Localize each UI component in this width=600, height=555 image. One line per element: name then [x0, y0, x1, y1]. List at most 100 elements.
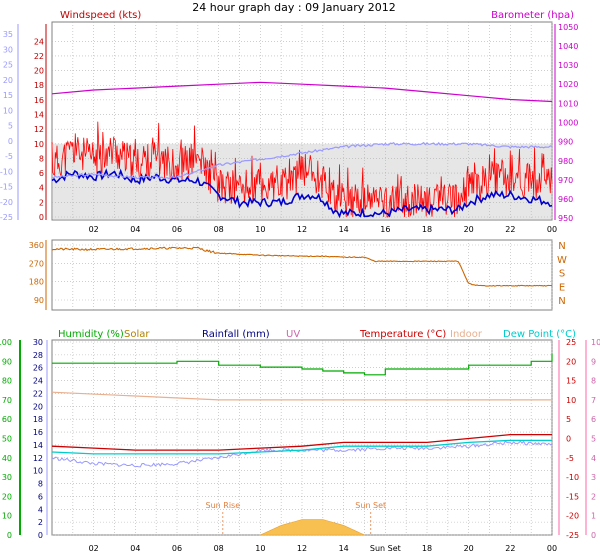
weather-x-tick-label: 02: [89, 544, 99, 553]
far-left-y-tick: 15: [3, 91, 13, 100]
wind-x-tick-label: 00: [547, 225, 557, 234]
wind-x-tick-label: 14: [339, 225, 349, 234]
wind-x-tick-label: 16: [380, 225, 390, 234]
barometer-y-tick: 1010: [558, 99, 578, 108]
windspeed-y-tick: 14: [34, 111, 44, 120]
humidity-y-tick: 20: [2, 492, 12, 501]
dew-point-series: [51, 439, 552, 455]
rainfall-y-tick: 28: [33, 351, 43, 360]
barometer-y-tick: 1000: [558, 119, 578, 128]
uv-y-tick: 0: [591, 531, 596, 540]
temperature-y-tick: -20: [566, 512, 579, 521]
far-left-y-tick: 20: [3, 76, 13, 85]
uv-y-tick: 5: [591, 435, 596, 444]
weather-x-tick-label: 20: [464, 544, 474, 553]
wind-x-tick-label: 04: [130, 225, 140, 234]
windspeed-y-tick: 10: [34, 140, 44, 149]
windspeed-y-tick: 4: [39, 184, 44, 193]
uv-y-tick: 3: [591, 473, 596, 482]
windspeed-y-tick: 22: [34, 52, 44, 61]
weather-legend-item: UV: [286, 329, 300, 340]
windspeed-y-tick: 24: [34, 37, 44, 46]
uv-y-tick: 6: [591, 415, 596, 424]
humidity-y-tick: 70: [2, 396, 12, 405]
humidity-y-tick: 50: [2, 435, 12, 444]
compass-label: E: [559, 282, 565, 293]
windspeed-y-tick: 0: [39, 213, 44, 222]
rainfall-y-tick: 18: [33, 415, 43, 424]
barometer-y-tick: 960: [558, 195, 573, 204]
weather-legend-item: Temperature (°C): [359, 329, 446, 340]
uv-y-tick: 8: [591, 377, 596, 386]
uv-y-tick: 10: [591, 338, 600, 347]
windspeed-y-tick: 8: [39, 154, 44, 163]
rainfall-y-tick: 10: [33, 467, 43, 476]
humidity-y-tick: 30: [2, 473, 12, 482]
indoor-series: [51, 391, 552, 401]
temperature-y-tick: -15: [566, 492, 579, 501]
barometer-y-tick: 980: [558, 157, 573, 166]
wind-x-tick-label: 08: [214, 225, 224, 234]
rainfall-y-tick: 16: [33, 428, 43, 437]
wind-x-tick-label: 18: [422, 225, 432, 234]
sun-rise-label: Sun Rise: [206, 501, 241, 510]
windspeed-y-tick: 6: [39, 169, 44, 178]
rainfall-y-tick: 14: [33, 441, 43, 450]
humidity-y-tick: 90: [2, 357, 12, 366]
compass-label: W: [557, 255, 567, 266]
humidity-series: [52, 353, 553, 376]
temperature-series: [51, 433, 552, 451]
weather-x-tick-label: Sun Set: [370, 544, 401, 553]
windspeed-y-tick: 16: [34, 96, 44, 105]
uv-y-tick: 1: [591, 512, 596, 521]
wind-average-series: [51, 168, 553, 219]
rainfall-y-tick: 24: [33, 377, 43, 386]
weather-legend-item: Humidity (%): [58, 329, 124, 340]
weather-x-tick-label: 12: [297, 544, 307, 553]
wind-direction-series: [51, 246, 553, 287]
far-left-y-tick: 10: [3, 106, 13, 115]
rainfall-y-tick: 26: [33, 364, 43, 373]
weather-legend-item: Rainfall (mm): [202, 329, 270, 340]
wind-x-tick-label: 10: [255, 225, 265, 234]
barometer-y-tick: 950: [558, 214, 573, 223]
wind-x-tick-label: 20: [464, 225, 474, 234]
barometer-y-tick: 1050: [558, 23, 578, 32]
rainfall-y-tick: 8: [38, 480, 43, 489]
humidity-y-tick: 0: [7, 531, 12, 540]
rainfall-y-tick: 0: [38, 531, 43, 540]
uv-y-tick: 4: [591, 454, 596, 463]
rainfall-y-tick: 22: [33, 389, 43, 398]
barometer-legend: Barometer (hpa): [491, 10, 574, 21]
far-left-y-tick: -20: [0, 198, 13, 207]
wind-x-tick-label: 12: [297, 225, 307, 234]
weather-x-tick-label: 18: [422, 544, 432, 553]
weather-x-tick-label: 04: [130, 544, 140, 553]
temperature-y-tick: -25: [566, 531, 579, 540]
rainfall-y-tick: 6: [38, 492, 43, 501]
wind-x-tick-label: 22: [505, 225, 515, 234]
humidity-y-tick: 40: [2, 454, 12, 463]
windspeed-y-tick: 12: [34, 125, 44, 134]
far-left-y-tick: -15: [0, 183, 13, 192]
windspeed-legend: Windspeed (kts): [60, 10, 141, 21]
compass-label: S: [559, 269, 565, 280]
far-left-y-tick: 0: [8, 137, 13, 146]
far-left-y-tick: 35: [3, 30, 13, 39]
barometer-y-tick: 1020: [558, 80, 578, 89]
humidity-y-tick: 60: [2, 415, 12, 424]
weather-x-tick-label: 22: [505, 544, 515, 553]
humidity-y-tick: 100: [0, 338, 12, 347]
weather-legend-item: Dew Point (°C): [503, 329, 576, 340]
weather-x-tick-label: 10: [255, 544, 265, 553]
temperature-y-tick: -10: [566, 473, 579, 482]
rainfall-y-tick: 4: [38, 505, 43, 514]
barometer-y-tick: 1030: [558, 61, 578, 70]
temperature-y-tick: 10: [566, 396, 576, 405]
uv-y-tick: 7: [591, 396, 596, 405]
weather-x-tick-label: 14: [339, 544, 349, 553]
compass-label: N: [558, 296, 565, 307]
direction-y-tick: 360: [29, 241, 44, 250]
temperature-y-tick: 25: [566, 338, 576, 347]
direction-y-tick: 180: [29, 278, 44, 287]
